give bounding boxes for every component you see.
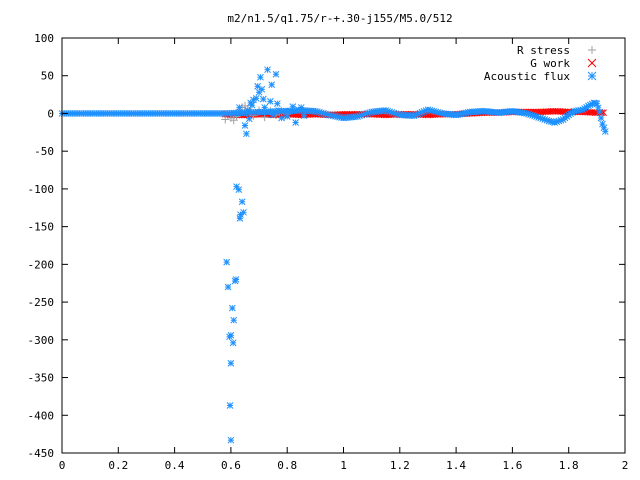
y-tick-label: 100	[34, 32, 54, 45]
y-tick-label: -150	[28, 221, 55, 234]
y-tick-label: -350	[28, 372, 55, 385]
acoustic-flux-point	[240, 208, 247, 216]
acoustic-flux-trace-point	[597, 114, 605, 122]
acoustic-flux-point	[269, 111, 277, 119]
acoustic-flux-point	[275, 107, 283, 114]
acoustic-flux-point	[244, 107, 252, 114]
series-layer	[58, 66, 609, 444]
acoustic-flux-point	[258, 85, 266, 93]
acoustic-flux-trace-point	[600, 124, 608, 132]
legend-label: G work	[530, 57, 570, 70]
acoustic-flux-point	[261, 104, 269, 111]
acoustic-flux-trace-point	[593, 100, 601, 107]
acoustic-flux-point	[227, 436, 235, 444]
acoustic-flux-trace-point	[585, 102, 592, 110]
x-tick-label: 0.6	[221, 459, 241, 472]
acoustic-flux-point	[230, 316, 238, 324]
acoustic-flux-point	[264, 66, 271, 74]
acoustic-flux-point	[235, 104, 243, 111]
acoustic-flux-point	[273, 100, 281, 107]
acoustic-flux-point	[257, 73, 264, 81]
acoustic-flux-point	[243, 130, 250, 138]
acoustic-flux-point	[283, 113, 291, 120]
x-tick-label: 0	[59, 459, 66, 472]
acoustic-flux-point	[252, 95, 260, 102]
acoustic-flux-point	[223, 258, 231, 266]
acoustic-flux-point	[238, 198, 246, 206]
y-tick-label: -50	[34, 145, 54, 158]
acoustic-flux-point	[300, 112, 308, 120]
acoustic-flux-point	[241, 122, 249, 129]
y-tick-label: -100	[28, 183, 55, 196]
acoustic-flux-point	[245, 115, 253, 123]
x-tick-label: 0.8	[277, 459, 297, 472]
legend-marker	[588, 46, 596, 54]
x-tick-label: 0.4	[165, 459, 185, 472]
acoustic-flux-point	[232, 276, 240, 283]
acoustic-flux-point	[259, 95, 267, 103]
acoustic-flux-trace-point	[601, 128, 609, 135]
acoustic-flux-point	[268, 81, 276, 89]
acoustic-flux-trace-point	[599, 120, 606, 128]
acoustic-flux-point	[254, 82, 261, 90]
acoustic-flux-point	[266, 98, 274, 105]
y-tick-label: -250	[28, 296, 55, 309]
acoustic-flux-point	[248, 101, 256, 109]
acoustic-flux-point	[227, 331, 235, 339]
acoustic-flux-point	[227, 359, 235, 367]
y-tick-label: 50	[41, 70, 54, 83]
r-stress-point	[221, 115, 230, 124]
x-tick-label: 1.4	[446, 459, 466, 472]
legend-marker	[587, 58, 597, 68]
x-tick-label: 0.2	[108, 459, 128, 472]
series-acoustic-flux	[58, 66, 609, 444]
legend-label: R stress	[517, 44, 570, 57]
chart-title: m2/n1.5/q1.75/r-+.30-j155/M5.0/512	[227, 12, 452, 25]
acoustic-flux-point	[235, 186, 243, 194]
y-tick-label: -400	[28, 409, 55, 422]
acoustic-flux-point	[278, 114, 285, 122]
acoustic-flux-point	[229, 339, 237, 347]
plot-frame	[61, 37, 626, 454]
acoustic-flux-point	[228, 304, 236, 312]
acoustic-flux-point	[292, 119, 299, 126]
y-tick-label: -200	[28, 258, 55, 271]
acoustic-flux-trace-point	[596, 108, 604, 116]
x-tick-label: 2	[622, 459, 629, 472]
acoustic-flux-point	[289, 103, 297, 111]
x-tick-label: 1.8	[559, 459, 579, 472]
x-tick-label: 1	[340, 459, 347, 472]
acoustic-flux-point	[297, 104, 305, 111]
y-tick-label: 0	[47, 107, 54, 120]
x-tick-label: 1.6	[502, 459, 522, 472]
acoustic-flux-point	[272, 70, 280, 78]
acoustic-flux-trace-point	[594, 104, 602, 112]
acoustic-flux-point	[224, 283, 232, 291]
x-tick-label: 1.2	[390, 459, 410, 472]
acoustic-flux-point	[226, 402, 234, 409]
legend-marker	[587, 71, 597, 81]
y-tick-label: -300	[28, 334, 55, 347]
y-tick-label: -450	[28, 447, 55, 460]
axes-layer: 0 0.2 0.4 0.6 0.8 1 1.2 1.4 1.6 1.8 2 100 50 0 -50 -100…	[28, 32, 629, 472]
legend-label: Acoustic flux	[484, 70, 570, 83]
